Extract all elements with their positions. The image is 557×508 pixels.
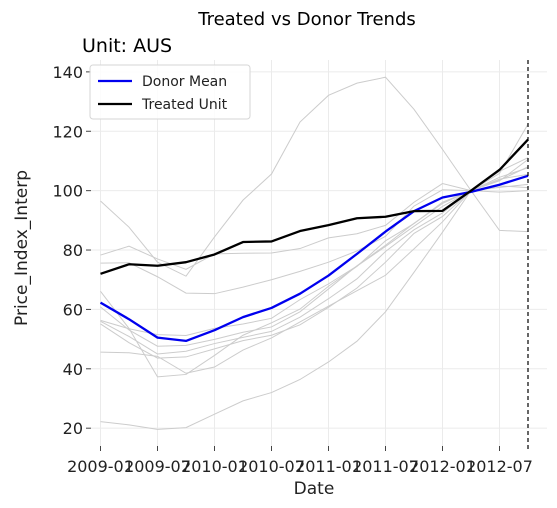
- donor-lines: [100, 76, 529, 430]
- legend-label-treated-unit: Treated Unit: [141, 97, 228, 113]
- y-axis-label: Price_Index_Interp: [12, 170, 32, 326]
- y-tick-label-1: 40: [63, 360, 83, 379]
- series-line-donor-mean: [99, 174, 529, 343]
- donor-line-3: [100, 157, 529, 378]
- y-tick-label-2: 60: [63, 300, 83, 319]
- x-axis-ticks: 2009-012009-072010-012010-072011-012011-…: [67, 446, 533, 476]
- donor-line-0: [100, 76, 529, 277]
- main-lines: [99, 138, 529, 343]
- y-tick-label-0: 20: [63, 419, 83, 438]
- x-tick-label-3: 2010-07: [238, 457, 305, 476]
- chart-subtitle: Unit: AUS: [82, 35, 172, 57]
- donor-line-5: [100, 173, 529, 337]
- chart-title: Treated vs Donor Trends: [197, 9, 416, 30]
- grid: [91, 60, 547, 446]
- donor-line-7: [100, 183, 529, 359]
- x-tick-label-6: 2012-01: [409, 457, 476, 476]
- x-tick-label-2: 2010-01: [181, 457, 248, 476]
- donor-line-9: [100, 159, 529, 430]
- x-tick-label-0: 2009-01: [67, 457, 134, 476]
- series-line-treated-unit: [100, 138, 529, 275]
- legend-label-donor-mean: Donor Mean: [142, 74, 227, 90]
- donor-line-8: [100, 185, 529, 374]
- y-tick-label-4: 100: [52, 182, 83, 201]
- x-tick-label-1: 2009-07: [124, 457, 191, 476]
- y-axis-ticks: 20 40 60 80 100 120 140: [52, 63, 91, 438]
- y-tick-label-3: 80: [63, 241, 83, 260]
- legend-box: [89, 64, 251, 120]
- donor-line-4: [100, 123, 529, 347]
- x-tick-label-7: 2012-07: [466, 457, 533, 476]
- x-tick-label-4: 2011-01: [295, 457, 362, 476]
- x-axis-label: Date: [294, 479, 335, 499]
- x-tick-label-5: 2011-07: [352, 457, 419, 476]
- legend: Donor Mean Treated Unit: [89, 64, 251, 120]
- y-tick-label-6: 140: [52, 63, 83, 82]
- donor-line-2: [100, 166, 529, 295]
- y-tick-label-5: 120: [52, 122, 83, 141]
